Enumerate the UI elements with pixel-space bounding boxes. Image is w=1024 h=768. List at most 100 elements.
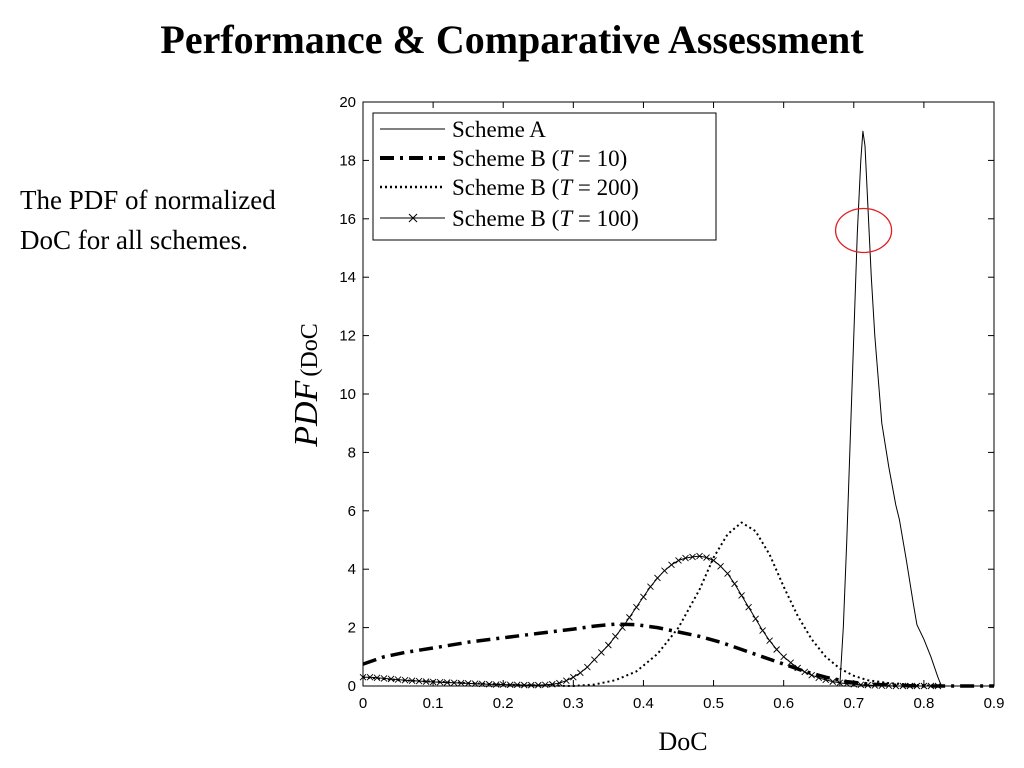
- legend-box: [372, 112, 717, 241]
- x-axis: 0 0.1 0.2 0.3 0.4 0.5 0.6 0.7 0.8 0.9: [359, 102, 1005, 712]
- x-marker: [640, 593, 647, 601]
- series-line-1: [362, 622, 994, 688]
- x-marker: [492, 681, 500, 688]
- x-marker: [759, 627, 766, 634]
- x-marker: [794, 664, 802, 672]
- x-marker: [675, 557, 682, 564]
- x-tick-label: 0.9: [984, 695, 1005, 712]
- legend-label-scheme-b-t100: Scheme B (T = 100): [452, 206, 639, 231]
- x-marker: [619, 624, 626, 631]
- x-marker: [934, 682, 942, 690]
- y-axis-label: PDF(DoC: [288, 323, 325, 447]
- x-marker: [717, 562, 724, 570]
- x-marker: [745, 603, 752, 611]
- x-marker: [394, 676, 402, 683]
- x-marker: [661, 567, 668, 574]
- x-marker: [506, 681, 514, 689]
- legend-label-scheme-a: Scheme A: [452, 117, 546, 142]
- y-tick-label: 20: [339, 94, 356, 111]
- x-marker: [682, 554, 689, 562]
- series-line-0: [839, 130, 942, 687]
- x-marker: [415, 677, 423, 685]
- x-marker: [548, 680, 556, 688]
- x-tick-label: 0.7: [843, 695, 864, 712]
- x-marker: [892, 682, 900, 690]
- x-tick-label: 0.3: [563, 695, 584, 712]
- y-axis: 0 2 4 6 8 10 12 14 16 18 20: [339, 94, 994, 695]
- x-marker: [850, 680, 858, 688]
- x-marker: [871, 682, 879, 689]
- x-marker: [913, 682, 921, 690]
- figure-caption: The PDF of normalized DoC for all scheme…: [20, 185, 276, 255]
- x-marker: [520, 681, 528, 689]
- x-marker: [878, 682, 886, 690]
- x-marker: [359, 673, 367, 681]
- x-marker: [541, 681, 549, 689]
- y-tick-label: 4: [348, 561, 356, 578]
- x-marker: [633, 603, 640, 611]
- x-marker: [703, 554, 710, 561]
- x-marker: [780, 653, 787, 661]
- x-marker: [668, 561, 675, 569]
- x-marker: [766, 637, 773, 645]
- x-marker: [471, 680, 479, 687]
- x-marker: [366, 673, 374, 681]
- x-marker: [808, 671, 816, 679]
- x-tick-label: 0.5: [703, 695, 724, 712]
- legend-label-scheme-b-t200: Scheme B (T = 200): [452, 175, 639, 200]
- x-tick-label: 0: [359, 695, 367, 712]
- legend-label-scheme-b-t10: Scheme B (T = 10): [452, 146, 627, 171]
- x-marker: [436, 678, 444, 686]
- x-marker: [654, 574, 661, 582]
- x-marker: [787, 659, 794, 666]
- series-line-2: [362, 521, 938, 687]
- x-marker: [464, 680, 472, 687]
- x-marker: [710, 557, 717, 564]
- x-marker: [387, 675, 395, 683]
- x-tick-label: 0.1: [423, 695, 444, 712]
- x-marker: [443, 679, 451, 686]
- x-marker: [843, 680, 851, 687]
- x-marker: [373, 674, 381, 682]
- x-marker: [829, 678, 837, 685]
- x-tick-label: 0.2: [493, 695, 514, 712]
- x-marker: [815, 674, 823, 682]
- y-tick-label: 16: [339, 211, 356, 228]
- x-marker: [822, 676, 830, 684]
- x-marker: [380, 675, 388, 682]
- x-marker: [485, 680, 493, 688]
- x-marker: [773, 646, 780, 653]
- legend: Scheme A Scheme B (T = 10) Scheme B (T =…: [372, 112, 717, 241]
- x-marker: [752, 615, 759, 623]
- x-marker: [738, 592, 745, 599]
- x-marker: [626, 614, 633, 621]
- x-marker: [920, 682, 928, 690]
- x-marker: [605, 641, 612, 649]
- x-marker: [570, 673, 577, 681]
- y-tick-label: 10: [339, 386, 356, 403]
- marker-layer: [359, 552, 942, 690]
- y-tick-label: 14: [339, 269, 356, 286]
- x-marker: [429, 678, 437, 686]
- x-marker: [836, 679, 844, 687]
- highlight-circle: [834, 207, 893, 254]
- x-marker: [906, 682, 914, 690]
- x-marker: [864, 681, 872, 689]
- slide-title: Performance & Comparative Assessment: [160, 17, 864, 62]
- x-marker: [927, 682, 935, 690]
- y-tick-label: 2: [348, 620, 356, 637]
- x-marker: [584, 663, 591, 671]
- x-marker: [450, 679, 458, 687]
- x-marker: [801, 668, 809, 676]
- x-marker: [563, 677, 570, 685]
- y-tick-label: 0: [348, 678, 356, 695]
- x-marker: [513, 681, 521, 689]
- x-marker: [534, 681, 542, 689]
- x-tick-label: 0.4: [633, 695, 654, 712]
- x-marker: [499, 681, 507, 688]
- x-marker: [401, 676, 409, 684]
- x-marker: [591, 656, 598, 664]
- x-marker: [457, 679, 465, 687]
- y-tick-label: 12: [339, 328, 356, 345]
